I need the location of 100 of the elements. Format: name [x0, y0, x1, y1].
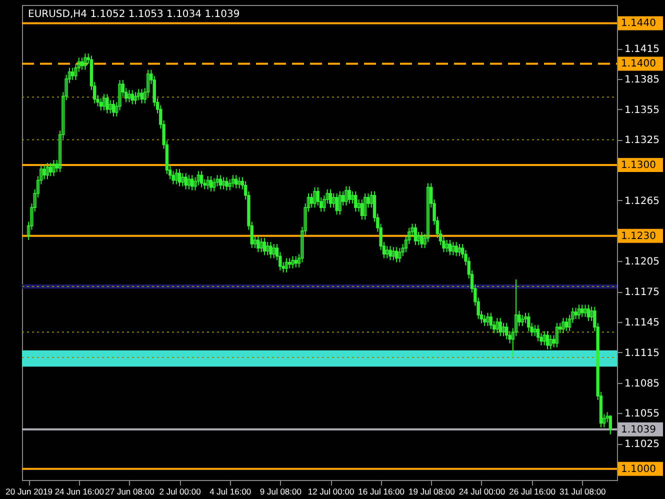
- candlestick: [524, 312, 528, 324]
- x-tick-label: 16 Jul 16:00: [358, 486, 405, 496]
- candlestick: [445, 239, 448, 253]
- candlestick: [386, 246, 389, 259]
- candlestick: [269, 241, 272, 259]
- candlestick: [608, 414, 612, 435]
- candlestick: [225, 176, 228, 191]
- candlestick: [332, 192, 336, 208]
- x-tick-label: 24 Jun 16:00: [54, 486, 104, 496]
- x-tick-label: 2 Jul 00:00: [159, 486, 202, 496]
- candlestick: [222, 176, 226, 190]
- candlestick: [546, 330, 550, 350]
- candlestick: [80, 57, 84, 70]
- candlestick: [458, 244, 462, 257]
- y-tick-label: 1.1145: [624, 318, 660, 329]
- candlestick: [394, 246, 398, 263]
- x-tick-label: 24 Jul 00:00: [458, 486, 506, 496]
- ref-line-label: 1.1230: [621, 230, 656, 242]
- candlestick: [200, 170, 204, 188]
- candlestick: [584, 304, 587, 318]
- candlestick: [102, 94, 106, 111]
- candlestick: [580, 304, 584, 318]
- candlestick: [228, 178, 232, 191]
- candlestick: [212, 178, 216, 192]
- candlestick: [357, 198, 360, 212]
- x-tick-label: 9 Jul 08:00: [260, 486, 302, 496]
- candlestick: [564, 317, 568, 332]
- y-tick-label: 1.1355: [624, 104, 660, 116]
- candlestick: [106, 94, 109, 114]
- candlestick: [178, 168, 182, 187]
- candlestick: [266, 241, 270, 256]
- candlestick: [231, 174, 235, 188]
- candlestick: [555, 322, 559, 348]
- candlestick: [344, 186, 348, 206]
- candlestick: [256, 235, 260, 253]
- candlestick: [128, 90, 131, 103]
- candlestick: [348, 186, 351, 204]
- candlestick: [238, 176, 241, 189]
- y-tick-label: 1.1175: [624, 287, 660, 298]
- candlestick: [354, 190, 358, 212]
- x-tick-label: 12 Jul 00:00: [308, 486, 354, 496]
- candlestick: [496, 317, 499, 334]
- candlestick: [520, 314, 524, 327]
- x-tick-label: 27 Jun 08:00: [105, 486, 155, 496]
- candlestick: [328, 188, 332, 208]
- candlestick: [586, 304, 590, 322]
- candlestick: [181, 172, 184, 187]
- candlestick: [262, 237, 266, 256]
- candlestick: [454, 241, 458, 257]
- candlestick: [498, 317, 502, 337]
- candlestick: [562, 317, 565, 334]
- candlestick: [416, 231, 420, 246]
- candlestick: [486, 312, 490, 327]
- candlestick: [542, 330, 546, 346]
- candlestick: [46, 162, 50, 180]
- candlestick: [137, 88, 140, 101]
- candlestick: [549, 334, 552, 350]
- candlestick: [483, 314, 486, 327]
- candlestick: [527, 312, 530, 332]
- candlestick: [388, 246, 392, 261]
- x-tick-label: 19 Jul 08:00: [408, 486, 456, 496]
- candlestick: [187, 174, 191, 190]
- x-tick-label: 26 Jul 16:00: [509, 486, 556, 496]
- candlestick: [577, 304, 581, 320]
- candlestick: [350, 190, 354, 204]
- y-tick-label: 1.1415: [624, 44, 660, 56]
- candlestick: [84, 53, 87, 70]
- y-tick-label: 1.1025: [624, 439, 660, 450]
- candlestick: [313, 186, 316, 208]
- candlestick: [71, 67, 74, 80]
- x-tick-label: 20 Jun 2019: [6, 486, 53, 496]
- candlestick: [99, 98, 103, 111]
- candlestick: [533, 324, 537, 337]
- x-tick-label: 31 Jul 08:00: [559, 486, 606, 496]
- candlestick: [364, 192, 367, 220]
- candlestick: [48, 162, 52, 177]
- ref-line-label: 1.1039: [621, 424, 656, 436]
- candlestick: [284, 258, 288, 273]
- ref-line-label: 1.1300: [621, 160, 656, 172]
- candlestick: [338, 190, 342, 216]
- candlestick: [174, 168, 178, 185]
- candlestick: [134, 92, 138, 105]
- ref-line-label: 1.1000: [621, 464, 656, 475]
- candlestick: [536, 324, 540, 342]
- candlestick: [398, 248, 402, 263]
- ref-line-label: 1.1440: [621, 18, 656, 30]
- chart-title: EURUSD,H4 1.1052 1.1053 1.1034 1.1039: [28, 9, 240, 20]
- candlestick: [130, 90, 134, 105]
- candlestick: [140, 88, 144, 104]
- y-tick-label: 1.1205: [624, 256, 660, 268]
- y-tick-label: 1.1265: [624, 196, 660, 207]
- candlestick: [452, 241, 455, 256]
- candlestick: [108, 100, 112, 114]
- y-tick-label: 1.1055: [624, 408, 660, 420]
- candlestick: [291, 256, 294, 269]
- candlestick: [505, 322, 508, 340]
- candlestick: [392, 246, 396, 261]
- y-tick-label: 1.1385: [624, 74, 660, 86]
- candlestick: [218, 174, 222, 190]
- candlestick: [335, 192, 338, 216]
